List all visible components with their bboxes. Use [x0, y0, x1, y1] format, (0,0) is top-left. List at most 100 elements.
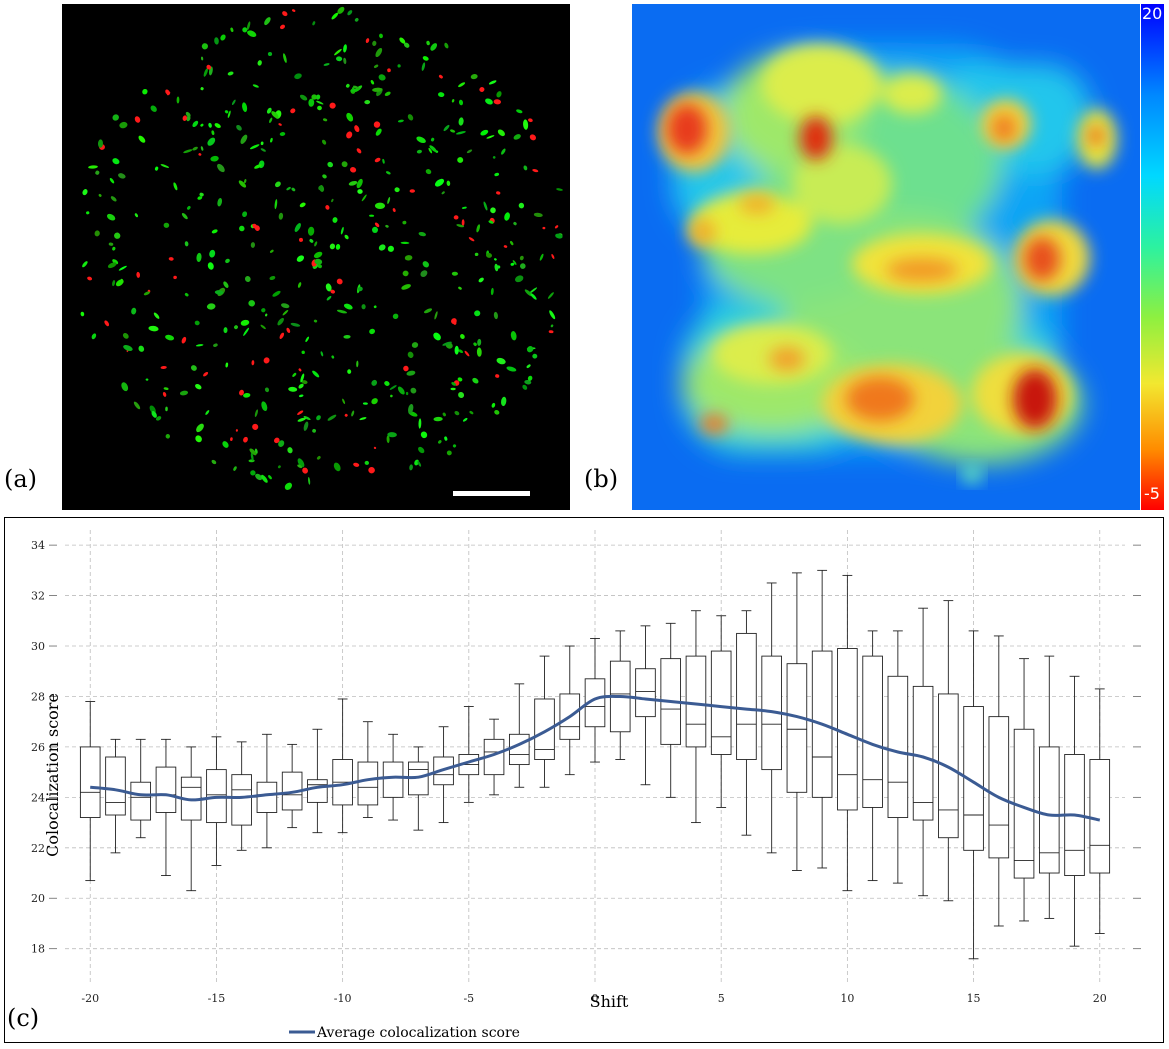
green-spot	[457, 377, 463, 382]
green-spot	[524, 379, 532, 385]
green-spot	[268, 475, 272, 480]
green-spot	[523, 119, 529, 130]
box-item	[105, 738, 126, 854]
green-spot	[533, 212, 543, 218]
green-spot	[112, 114, 119, 121]
green-spot	[485, 98, 493, 105]
green-spot	[442, 412, 446, 417]
green-spot	[336, 309, 348, 314]
green-spot	[261, 308, 266, 313]
x-tick-label: 10	[840, 992, 854, 1005]
green-spot	[192, 146, 198, 151]
green-spot	[82, 189, 88, 196]
green-spot	[283, 53, 287, 63]
green-spot	[223, 281, 229, 288]
red-spot	[374, 157, 381, 163]
green-spot	[200, 146, 204, 151]
green-spot	[231, 99, 236, 106]
y-tick-label: 30	[31, 640, 45, 653]
green-spot	[359, 417, 367, 421]
box-rect	[231, 774, 252, 826]
green-spot	[80, 311, 85, 317]
red-spot	[368, 466, 375, 474]
green-spot	[210, 155, 219, 162]
green-spot	[426, 40, 430, 46]
green-spot	[458, 82, 466, 88]
green-spot	[88, 165, 98, 169]
x-tick-label: 5	[718, 992, 725, 1005]
green-spot	[142, 88, 148, 95]
green-spot	[478, 277, 484, 283]
green-spot	[387, 197, 391, 204]
green-spot	[506, 366, 517, 372]
green-spot	[331, 12, 339, 20]
green-spot	[356, 360, 359, 368]
green-spot	[474, 252, 479, 257]
green-spot	[165, 434, 171, 439]
green-spot	[143, 291, 150, 296]
box-item	[1038, 655, 1060, 919]
panel-b-label: (b)	[584, 465, 619, 493]
green-spot	[334, 48, 342, 56]
green-spot	[213, 343, 218, 347]
green-spot	[286, 186, 291, 191]
green-spot	[385, 171, 391, 175]
green-spot	[207, 137, 216, 146]
green-spot	[277, 465, 281, 469]
green-spot	[299, 94, 308, 101]
green-spot	[337, 6, 345, 14]
green-spot	[123, 345, 133, 351]
green-spot	[207, 262, 214, 270]
box-item	[1089, 688, 1111, 935]
red-spot	[409, 189, 415, 193]
red-spot	[503, 245, 508, 248]
green-spot	[462, 417, 468, 422]
green-spot	[112, 158, 120, 165]
green-spot	[443, 124, 450, 132]
green-spot	[288, 386, 298, 392]
green-spot	[122, 333, 129, 339]
red-spot	[532, 169, 539, 173]
green-spot	[513, 134, 521, 140]
green-spot	[284, 482, 293, 490]
box-item	[811, 569, 833, 869]
green-spot	[361, 194, 367, 202]
green-spot	[438, 92, 445, 98]
y-tick-label: 34	[31, 539, 45, 552]
box-item	[79, 701, 101, 882]
green-spot	[450, 129, 456, 133]
box-item	[206, 736, 227, 866]
red-spot	[468, 237, 475, 242]
green-spot	[318, 185, 323, 191]
green-spot	[254, 409, 258, 418]
green-spot	[138, 345, 145, 352]
green-spot	[112, 259, 119, 265]
green-spot	[446, 180, 451, 186]
green-spot	[311, 94, 317, 100]
green-spot	[351, 87, 355, 90]
green-spot	[110, 196, 117, 202]
green-spot	[399, 37, 406, 44]
green-spot	[442, 341, 452, 346]
green-spot	[458, 117, 464, 126]
green-spot	[510, 262, 515, 266]
green-spot	[333, 462, 341, 472]
green-spot	[242, 27, 248, 33]
green-spot	[405, 391, 409, 396]
box-item	[458, 706, 480, 803]
green-spot	[309, 239, 314, 243]
boxplot-panel: 18 20 22 24 26 28 30 32 34 -20 -15 -10 -5 0 5 10 15 20 Sh…	[4, 517, 1164, 1043]
green-spot	[494, 172, 500, 177]
green-spot	[297, 417, 307, 422]
y-tick-label: 32	[31, 590, 45, 603]
green-spot	[407, 351, 414, 359]
green-spot	[526, 346, 534, 353]
x-tick-label: 20	[1093, 992, 1107, 1005]
green-spot	[227, 71, 234, 76]
green-spot	[316, 455, 321, 460]
green-spot	[260, 148, 266, 152]
green-spot	[486, 252, 492, 258]
box-item	[1064, 675, 1085, 947]
y-tick-label: 28	[31, 690, 45, 703]
x-tick-label: 15	[967, 992, 981, 1005]
